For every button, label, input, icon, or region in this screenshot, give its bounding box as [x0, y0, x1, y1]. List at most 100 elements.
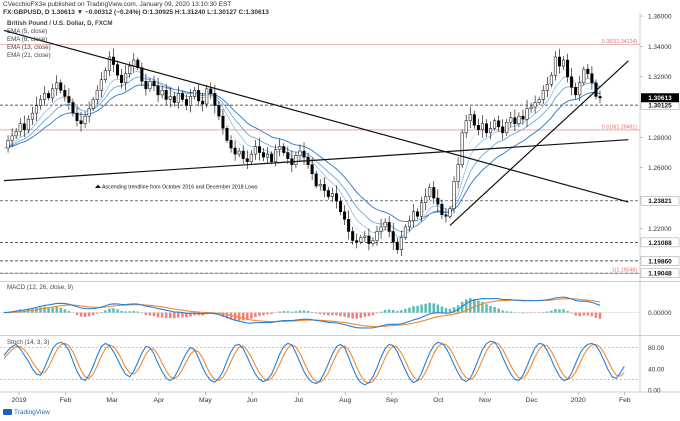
stoch-tick-label: 40.00	[648, 366, 665, 373]
candle-body	[274, 149, 278, 162]
macd-histogram-bar	[505, 311, 509, 313]
macd-histogram-bar	[456, 305, 460, 313]
candle-body	[253, 146, 257, 155]
candle-body	[545, 84, 549, 91]
candle-body	[529, 106, 533, 109]
macd-histogram-bar	[452, 307, 456, 313]
price-tick-label: 1.32000	[648, 74, 672, 81]
candle-body	[188, 96, 193, 106]
price-tick-label: 1.22000	[648, 226, 672, 233]
macd-histogram-bar	[18, 309, 22, 313]
macd-histogram-bar	[550, 310, 553, 313]
candle-body	[355, 240, 359, 243]
macd-histogram-bar	[75, 312, 79, 316]
publish-info: CVecchioFX3e published on TradingView.co…	[3, 1, 232, 8]
candle-body	[460, 132, 464, 165]
candle-body	[176, 93, 180, 103]
macd-histogram-bar	[282, 311, 286, 313]
ema-line-21	[3, 84, 601, 223]
macd-histogram-bar	[250, 312, 253, 319]
tradingview-footer[interactable]: TradingView	[3, 409, 50, 416]
candle-body	[501, 126, 505, 134]
time-tick-label: Dec	[526, 397, 539, 404]
price-level-label: 1.30125	[648, 103, 672, 110]
candle-body	[509, 117, 513, 123]
price-level-tag	[640, 256, 680, 266]
candle-body	[472, 114, 476, 126]
macd-histogram-bar	[408, 307, 411, 313]
candle-body	[193, 90, 197, 97]
macd-histogram-bar	[79, 312, 83, 317]
macd-histogram-bar	[363, 312, 367, 317]
macd-histogram-bar	[371, 312, 375, 316]
candle-body	[334, 193, 338, 202]
macd-histogram-bar	[464, 299, 468, 313]
candle-body	[241, 150, 245, 159]
macd-histogram-bar	[391, 310, 395, 313]
legend-ema21: EMA (21, close)	[7, 52, 51, 59]
fib-level-label: 0.618(1.28491)	[602, 124, 637, 130]
candle-body	[416, 211, 420, 217]
candle-body	[225, 128, 229, 141]
macd-histogram-bar	[112, 308, 115, 313]
candle-body	[237, 150, 241, 155]
macd-histogram-bar	[525, 312, 529, 314]
price-tick-label: 1.36000	[648, 14, 672, 21]
macd-histogram-bar	[509, 311, 513, 313]
macd-histogram-bar	[148, 312, 152, 316]
macd-histogram-bar	[396, 310, 399, 313]
macd-histogram-bar	[343, 312, 346, 317]
candle-body	[6, 140, 10, 149]
macd-histogram-bar	[481, 301, 484, 313]
candle-body	[339, 200, 343, 212]
candle-body	[43, 93, 47, 100]
candle-body	[79, 120, 83, 124]
candle-body	[38, 99, 42, 106]
candle-body	[180, 93, 184, 100]
triangle-marker-icon	[95, 184, 101, 188]
price-tick-label: 1.34000	[648, 44, 672, 51]
candle-body	[391, 231, 395, 243]
candle-body	[322, 184, 326, 191]
legend-title: British Pound / U.S. Dollar, D, FXCM	[7, 20, 113, 27]
macd-histogram-bar	[379, 311, 383, 313]
macd-histogram-bar	[278, 311, 281, 313]
time-tick-label: 2020	[571, 397, 586, 404]
trendline-annotation: Ascending trendline from October 2016 an…	[102, 185, 258, 191]
macd-label: MACD (12, 26, close, 9)	[7, 284, 74, 291]
macd-histogram-bar	[152, 312, 156, 317]
candle-body	[75, 112, 79, 121]
macd-histogram-bar	[193, 312, 196, 316]
candle-body	[87, 108, 91, 117]
candle-body	[95, 90, 99, 100]
candle-body	[407, 220, 411, 228]
macd-histogram-bar	[424, 303, 427, 313]
candle-body	[221, 115, 225, 129]
macd-histogram-bar	[87, 312, 91, 317]
macd-histogram-bar	[375, 312, 379, 314]
candle-body	[18, 123, 22, 132]
macd-histogram-bar	[412, 306, 415, 313]
candle-body	[318, 184, 322, 187]
candle-body	[10, 135, 14, 141]
candle-body	[128, 65, 132, 74]
macd-histogram-bar	[270, 312, 273, 315]
macd-histogram-bar	[554, 309, 557, 313]
macd-signal-line	[4, 298, 601, 328]
macd-histogram-bar	[136, 311, 140, 313]
macd-histogram-bar	[582, 312, 586, 316]
macd-histogram-bar	[262, 312, 265, 316]
price-level-label: 1.21088	[648, 240, 672, 247]
candle-body	[598, 96, 602, 99]
macd-histogram-bar	[355, 312, 358, 319]
price-level-label: 1.19860	[648, 258, 672, 265]
macd-histogram-bar	[477, 300, 480, 313]
candle-body	[505, 121, 509, 134]
macd-histogram-bar	[286, 311, 290, 313]
price-level-tag	[640, 237, 680, 248]
macd-histogram-bar	[197, 312, 200, 316]
macd-histogram-bar	[59, 307, 63, 313]
macd-histogram-bar	[318, 312, 322, 315]
